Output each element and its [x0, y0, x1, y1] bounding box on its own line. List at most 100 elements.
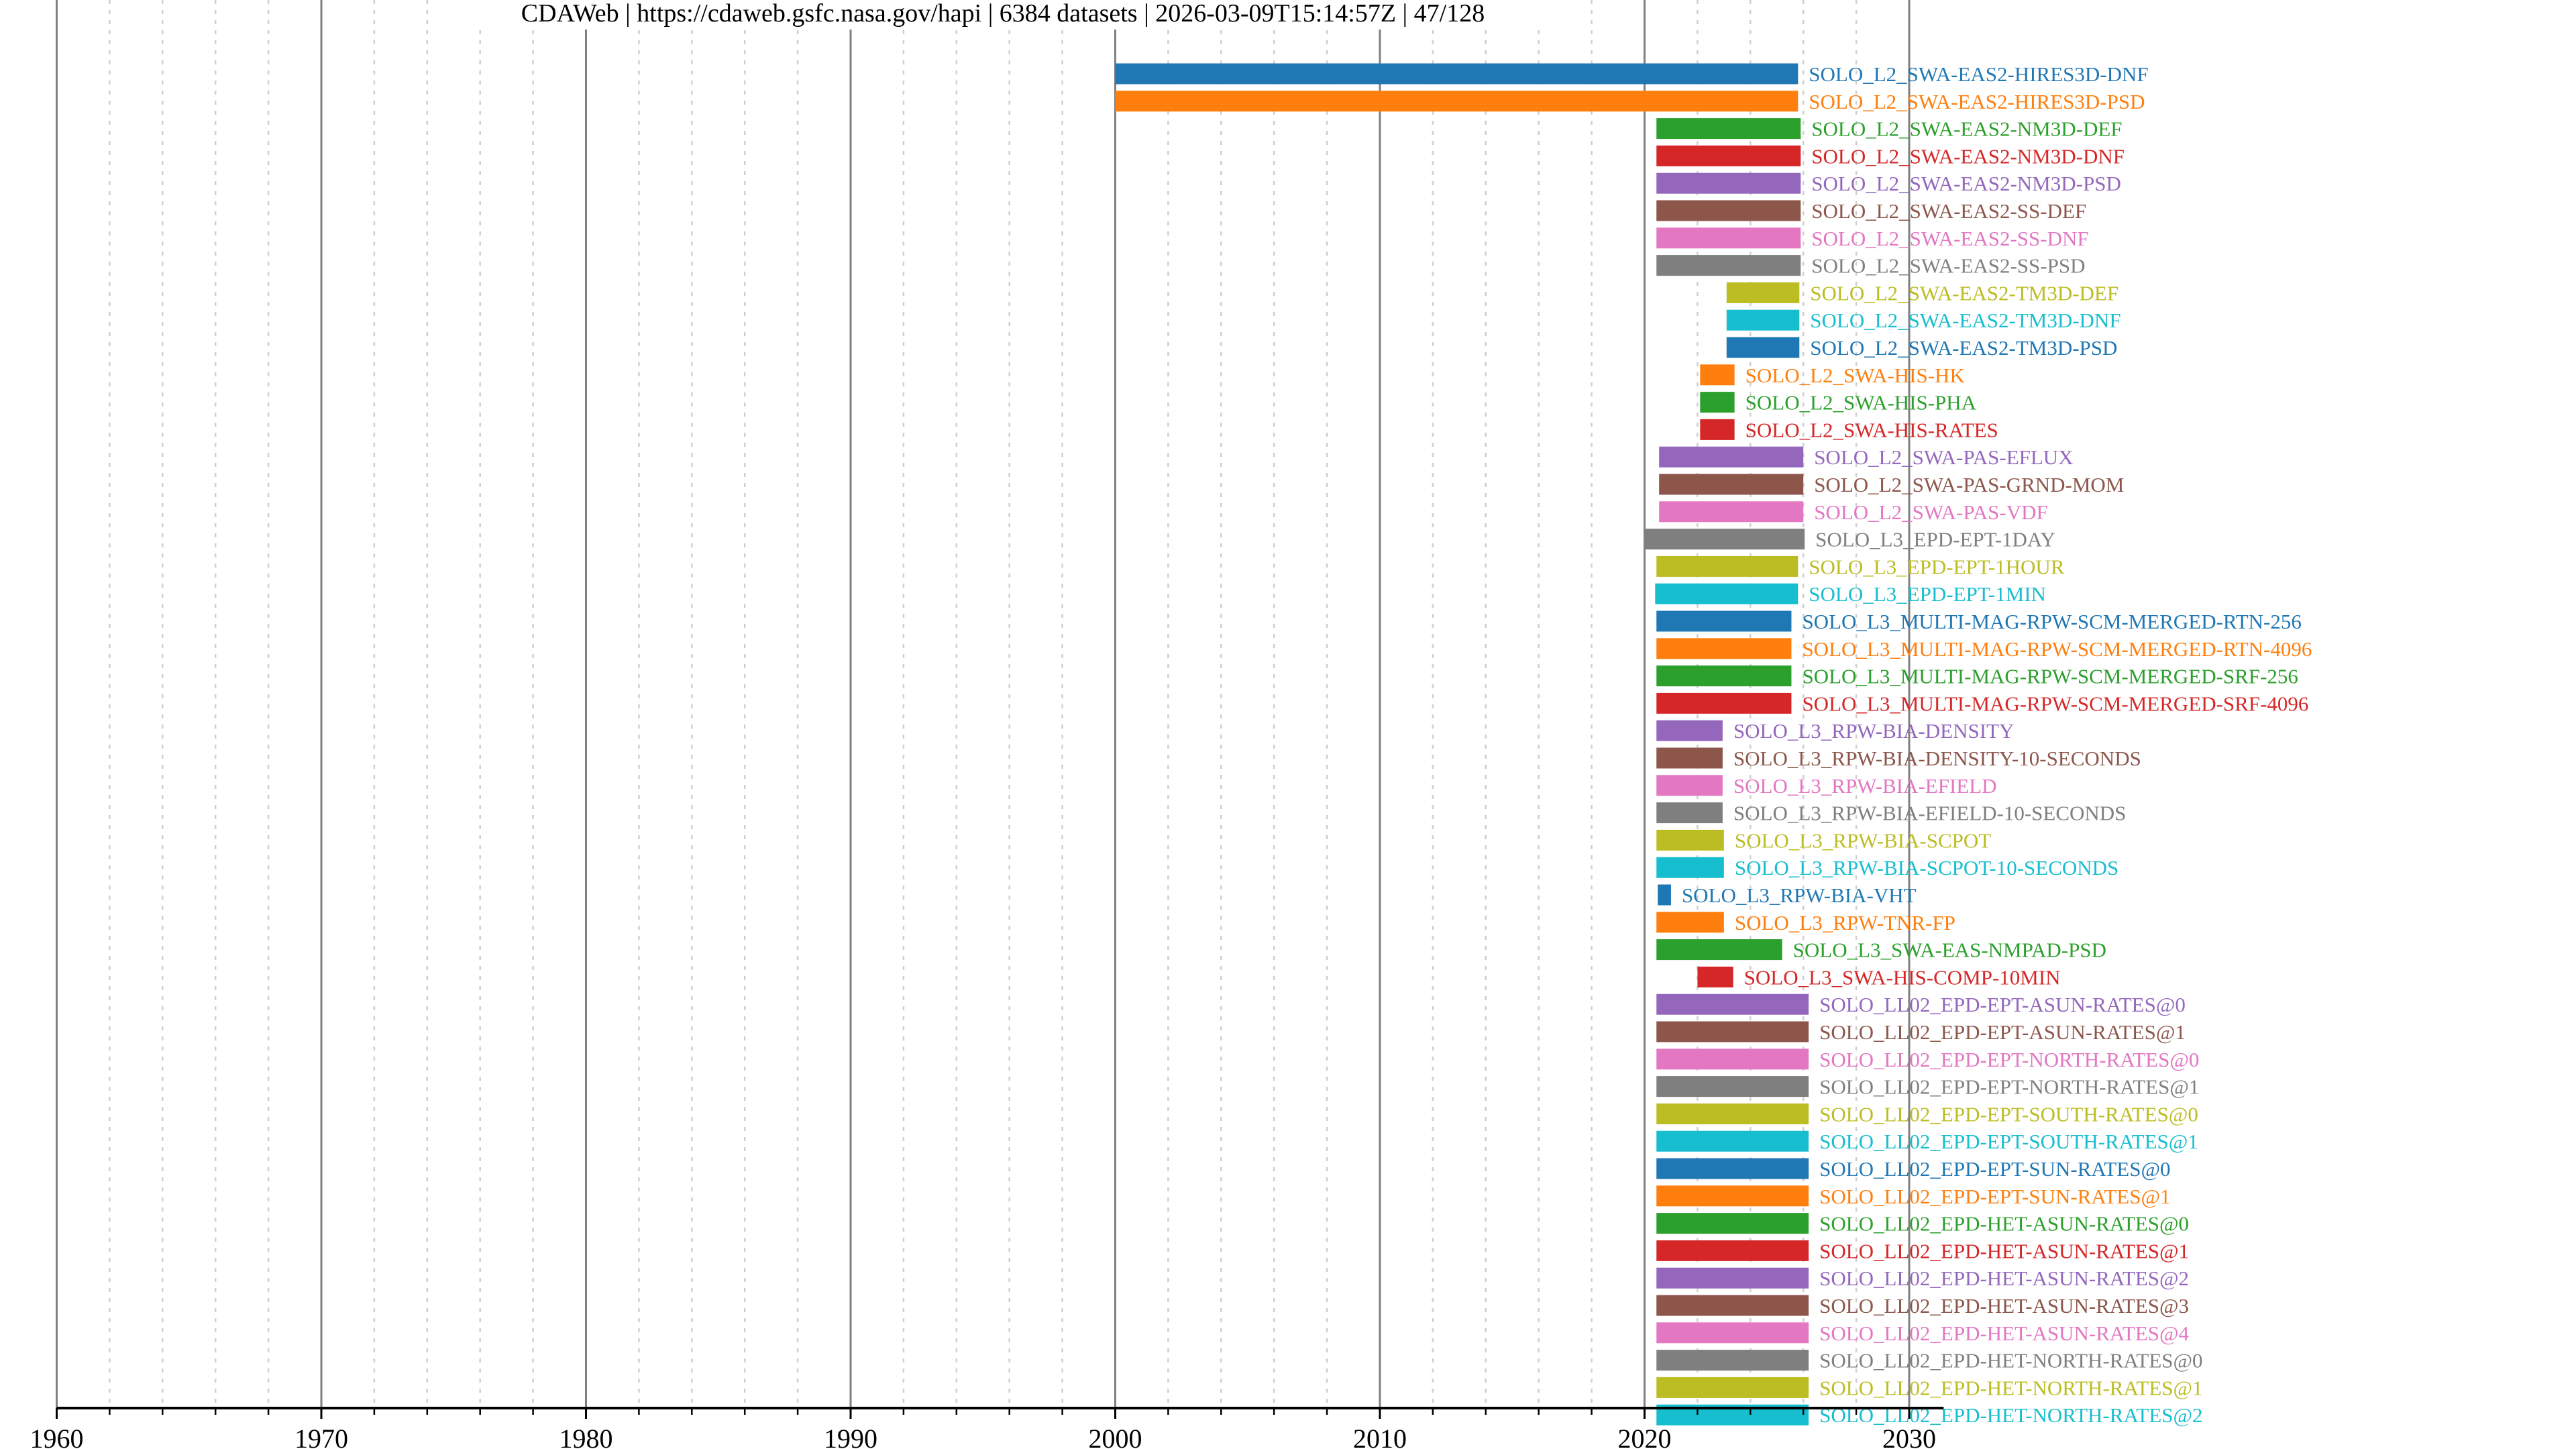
- dataset-bar[interactable]: [1656, 1295, 1809, 1316]
- dataset-bar[interactable]: [1656, 1377, 1809, 1398]
- dataset-label[interactable]: SOLO_L3_RPW-BIA-DENSITY: [1733, 719, 2015, 743]
- dataset-label[interactable]: SOLO_L3_RPW-TNR-FP: [1735, 911, 1955, 934]
- dataset-label[interactable]: SOLO_LL02_EPD-HET-ASUN-RATES@1: [1819, 1239, 2189, 1263]
- dataset-bar[interactable]: [1656, 1213, 1809, 1234]
- dataset-bar[interactable]: [1656, 1267, 1809, 1289]
- x-tick-label: 1990: [824, 1424, 877, 1449]
- dataset-bar[interactable]: [1656, 227, 1801, 249]
- dataset-label[interactable]: SOLO_L3_RPW-BIA-DENSITY-10-SECONDS: [1733, 747, 2141, 770]
- dataset-label[interactable]: SOLO_L2_SWA-EAS2-SS-DEF: [1811, 199, 2086, 223]
- dataset-label[interactable]: SOLO_L2_SWA-EAS2-TM3D-DNF: [1810, 309, 2121, 332]
- dataset-label[interactable]: SOLO_LL02_EPD-HET-ASUN-RATES@2: [1819, 1267, 2189, 1290]
- dataset-label[interactable]: SOLO_L2_SWA-EAS2-TM3D-DEF: [1810, 281, 2118, 305]
- dataset-bar[interactable]: [1700, 364, 1735, 386]
- dataset-bar[interactable]: [1700, 419, 1735, 440]
- dataset-bar[interactable]: [1656, 802, 1723, 824]
- dataset-bar[interactable]: [1656, 1185, 1809, 1207]
- dataset-bar[interactable]: [1656, 200, 1801, 221]
- dataset-bar[interactable]: [1115, 91, 1799, 112]
- dataset-bar[interactable]: [1656, 1158, 1809, 1179]
- dataset-bar[interactable]: [1656, 692, 1792, 714]
- dataset-label[interactable]: SOLO_L2_SWA-EAS2-TM3D-PSD: [1810, 336, 2117, 360]
- dataset-label[interactable]: SOLO_L2_SWA-EAS2-SS-DNF: [1811, 227, 2088, 250]
- dataset-bar[interactable]: [1659, 474, 1804, 495]
- dataset-bar[interactable]: [1656, 1103, 1809, 1124]
- dataset-label[interactable]: SOLO_L2_SWA-PAS-GRND-MOM: [1814, 473, 2124, 496]
- dataset-bar[interactable]: [1644, 529, 1805, 550]
- dataset-label[interactable]: SOLO_L3_EPD-EPT-1DAY: [1815, 528, 2055, 551]
- dataset-label[interactable]: SOLO_L3_MULTI-MAG-RPW-SCM-MERGED-SRF-256: [1802, 665, 2298, 688]
- dataset-label[interactable]: SOLO_LL02_EPD-EPT-SUN-RATES@0: [1819, 1157, 2170, 1181]
- dataset-label[interactable]: SOLO_L3_RPW-BIA-SCPOT-10-SECONDS: [1735, 856, 2118, 879]
- dataset-label[interactable]: SOLO_LL02_EPD-EPT-SOUTH-RATES@0: [1819, 1102, 2198, 1126]
- dataset-bar[interactable]: [1726, 309, 1800, 331]
- dataset-label[interactable]: SOLO_LL02_EPD-HET-ASUN-RATES@3: [1819, 1294, 2189, 1318]
- dataset-bar[interactable]: [1697, 966, 1733, 987]
- dataset-label[interactable]: SOLO_L2_SWA-EAS2-SS-PSD: [1811, 254, 2085, 278]
- dataset-label[interactable]: SOLO_L3_EPD-EPT-1HOUR: [1809, 555, 2065, 578]
- dataset-label[interactable]: SOLO_L3_SWA-HIS-COMP-10MIN: [1744, 965, 2061, 989]
- dataset-label[interactable]: SOLO_L2_SWA-HIS-PHA: [1746, 391, 1977, 415]
- dataset-label[interactable]: SOLO_L2_SWA-PAS-VDF: [1814, 500, 2048, 524]
- dataset-label[interactable]: SOLO_L2_SWA-EAS2-HIRES3D-DNF: [1809, 62, 2148, 86]
- dataset-bar[interactable]: [1656, 1049, 1809, 1070]
- dataset-label[interactable]: SOLO_L2_SWA-PAS-EFLUX: [1814, 445, 2073, 469]
- dataset-bar[interactable]: [1658, 884, 1671, 906]
- dataset-label[interactable]: SOLO_LL02_EPD-EPT-SOUTH-RATES@1: [1819, 1130, 2198, 1153]
- dataset-label[interactable]: SOLO_L3_RPW-BIA-EFIELD-10-SECONDS: [1733, 802, 2127, 825]
- dataset-bar[interactable]: [1700, 392, 1735, 413]
- dataset-bar[interactable]: [1726, 337, 1800, 358]
- dataset-label[interactable]: SOLO_LL02_EPD-EPT-ASUN-RATES@0: [1819, 993, 2186, 1016]
- dataset-bar[interactable]: [1656, 555, 1799, 577]
- dataset-label[interactable]: SOLO_L3_MULTI-MAG-RPW-SCM-MERGED-SRF-409…: [1802, 692, 2308, 715]
- dataset-bar[interactable]: [1656, 1350, 1809, 1371]
- dataset-label[interactable]: SOLO_L3_RPW-BIA-VHT: [1682, 883, 1917, 907]
- dataset-label[interactable]: SOLO_L2_SWA-EAS2-NM3D-PSD: [1811, 172, 2121, 195]
- dataset-bar[interactable]: [1656, 118, 1801, 140]
- dataset-label[interactable]: SOLO_LL02_EPD-HET-ASUN-RATES@0: [1819, 1212, 2189, 1236]
- dataset-bar[interactable]: [1656, 720, 1723, 741]
- dataset-bar[interactable]: [1656, 255, 1801, 276]
- dataset-label[interactable]: SOLO_L3_MULTI-MAG-RPW-SCM-MERGED-RTN-256: [1802, 610, 2301, 633]
- dataset-bar[interactable]: [1656, 747, 1723, 769]
- dataset-label[interactable]: SOLO_LL02_EPD-HET-ASUN-RATES@4: [1819, 1322, 2189, 1345]
- dataset-bar[interactable]: [1656, 829, 1724, 851]
- dataset-label[interactable]: SOLO_L2_SWA-EAS2-NM3D-DNF: [1811, 144, 2125, 168]
- dataset-bar[interactable]: [1656, 939, 1782, 961]
- dataset-bar[interactable]: [1659, 501, 1804, 523]
- dataset-bar[interactable]: [1656, 994, 1809, 1015]
- dataset-bar[interactable]: [1656, 1240, 1809, 1261]
- dataset-bar[interactable]: [1656, 1322, 1809, 1344]
- title-background: [463, 0, 1543, 30]
- dataset-bar[interactable]: [1656, 638, 1792, 659]
- dataset-bar[interactable]: [1659, 446, 1804, 468]
- dataset-label[interactable]: SOLO_LL02_EPD-EPT-SUN-RATES@1: [1819, 1185, 2170, 1208]
- dataset-bar[interactable]: [1656, 1076, 1809, 1097]
- dataset-bar[interactable]: [1656, 1130, 1809, 1152]
- dataset-label[interactable]: SOLO_L3_RPW-BIA-SCPOT: [1735, 828, 1991, 852]
- dataset-bar[interactable]: [1656, 610, 1792, 632]
- dataset-bar[interactable]: [1656, 145, 1801, 166]
- dataset-bar[interactable]: [1656, 1021, 1809, 1042]
- dataset-bar[interactable]: [1656, 172, 1801, 194]
- dataset-bar[interactable]: [1656, 912, 1724, 933]
- dataset-bar[interactable]: [1656, 665, 1792, 687]
- dataset-label[interactable]: SOLO_LL02_EPD-HET-NORTH-RATES@1: [1819, 1376, 2202, 1399]
- dataset-bar[interactable]: [1656, 775, 1723, 796]
- dataset-bar[interactable]: [1115, 63, 1799, 85]
- dataset-label[interactable]: SOLO_L2_SWA-HIS-HK: [1746, 364, 1966, 387]
- dataset-label[interactable]: SOLO_LL02_EPD-EPT-ASUN-RATES@1: [1819, 1020, 2186, 1044]
- dataset-label[interactable]: SOLO_LL02_EPD-HET-NORTH-RATES@0: [1819, 1349, 2202, 1373]
- dataset-bar[interactable]: [1655, 583, 1799, 604]
- dataset-bar[interactable]: [1726, 282, 1800, 303]
- dataset-label[interactable]: SOLO_L2_SWA-HIS-RATES: [1746, 418, 1998, 441]
- dataset-label[interactable]: SOLO_L3_EPD-EPT-1MIN: [1809, 582, 2046, 606]
- dataset-label[interactable]: SOLO_L2_SWA-EAS2-NM3D-DEF: [1811, 117, 2122, 141]
- dataset-label[interactable]: SOLO_L3_MULTI-MAG-RPW-SCM-MERGED-RTN-409…: [1802, 637, 2312, 661]
- dataset-label[interactable]: SOLO_L3_SWA-EAS-NMPAD-PSD: [1793, 938, 2106, 962]
- dataset-label[interactable]: SOLO_L3_RPW-BIA-EFIELD: [1733, 774, 1997, 798]
- dataset-bar[interactable]: [1656, 857, 1724, 878]
- dataset-label[interactable]: SOLO_LL02_EPD-EPT-NORTH-RATES@1: [1819, 1075, 2199, 1099]
- dataset-label[interactable]: SOLO_L2_SWA-EAS2-HIRES3D-PSD: [1809, 90, 2145, 113]
- dataset-label[interactable]: SOLO_LL02_EPD-EPT-NORTH-RATES@0: [1819, 1048, 2199, 1071]
